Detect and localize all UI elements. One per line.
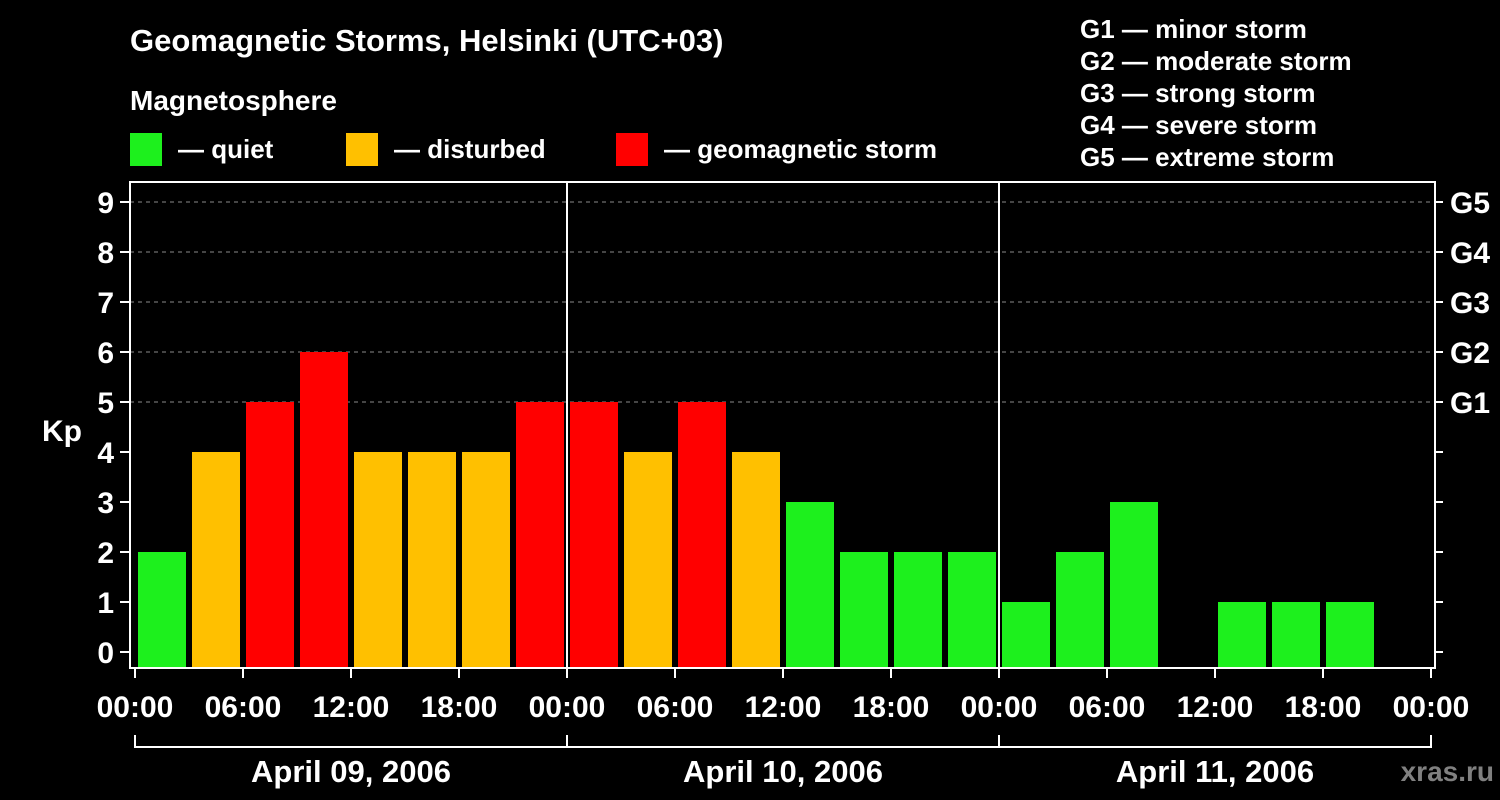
kp-bar [300, 352, 348, 668]
x-tick-label: 12:00 [313, 691, 390, 724]
kp-bar [516, 402, 564, 668]
storm-scale-legend: G1 — minor storm G2 — moderate storm G3 … [1080, 14, 1352, 172]
x-tick-label: 00:00 [529, 691, 606, 724]
day-separators [566, 182, 1000, 668]
right-axis-label: G1 [1450, 387, 1490, 420]
y-tick-label: 1 [97, 587, 114, 620]
y-tick-label: 4 [97, 437, 114, 470]
legend-item-disturbed: — disturbed [346, 133, 546, 166]
storm-scale-g4: G4 — severe storm [1080, 110, 1317, 140]
kp-bar [894, 552, 942, 668]
kp-bar [192, 452, 240, 668]
right-axis-label: G3 [1450, 287, 1490, 320]
x-tick-label: 12:00 [745, 691, 822, 724]
kp-bar [1326, 602, 1374, 668]
legend-item-storm: — geomagnetic storm [616, 133, 937, 166]
legend-item-quiet: — quiet [130, 133, 274, 166]
chart-title: Geomagnetic Storms, Helsinki (UTC+03) [130, 23, 723, 58]
y-axis-label: Kp [42, 415, 82, 448]
y-tick-label: 5 [97, 387, 114, 420]
x-tick-label: 00:00 [97, 691, 174, 724]
y-tick-label: 2 [97, 537, 114, 570]
kp-bar [732, 452, 780, 668]
kp-bar [1110, 502, 1158, 668]
watermark: xras.ru [1401, 756, 1494, 787]
kp-bar [1218, 602, 1266, 668]
kp-bar [948, 552, 996, 668]
kp-bar [570, 402, 618, 668]
day-label: April 11, 2006 [1116, 754, 1314, 789]
legend-label-quiet: — quiet [178, 134, 274, 164]
kp-bar [1002, 602, 1050, 668]
y-axis: 0 1 2 3 4 5 6 7 8 9 G1 G2 G3 G4 G5 [97, 187, 1490, 670]
legend-label-disturbed: — disturbed [394, 134, 546, 164]
x-tick-label: 18:00 [1285, 691, 1362, 724]
x-tick-label: 18:00 [853, 691, 930, 724]
right-axis-label: G5 [1450, 187, 1490, 220]
y-tick-label: 3 [97, 487, 114, 520]
date-axis: April 09, 2006 April 10, 2006 April 11, 20… [134, 735, 1432, 789]
legend-swatch-storm [616, 133, 648, 166]
y-tick-label: 7 [97, 287, 114, 320]
x-tick-label: 18:00 [421, 691, 498, 724]
kp-bar [246, 402, 294, 668]
storm-scale-g5: G5 — extreme storm [1080, 142, 1334, 172]
legend-swatch-quiet [130, 133, 162, 166]
legend-swatch-disturbed [346, 133, 378, 166]
kp-bar [1056, 552, 1104, 668]
storm-scale-g2: G2 — moderate storm [1080, 46, 1352, 76]
legend-label-storm: — geomagnetic storm [664, 134, 937, 164]
kp-bar [354, 452, 402, 668]
x-tick-label: 06:00 [1069, 691, 1146, 724]
x-tick-label: 00:00 [961, 691, 1038, 724]
y-tick-label: 6 [97, 337, 114, 370]
kp-bar [786, 502, 834, 668]
x-tick-label: 00:00 [1393, 691, 1470, 724]
kp-bars [138, 352, 1374, 668]
right-axis-label: G2 [1450, 337, 1490, 370]
y-tick-label: 9 [97, 187, 114, 220]
y-tick-label: 8 [97, 237, 114, 270]
kp-bar [678, 402, 726, 668]
day-label: April 10, 2006 [683, 754, 883, 789]
x-tick-label: 06:00 [637, 691, 714, 724]
kp-bar [1272, 602, 1320, 668]
kp-bar [462, 452, 510, 668]
right-axis-label: G4 [1450, 237, 1490, 270]
storm-scale-g1: G1 — minor storm [1080, 14, 1307, 44]
kp-bar [624, 452, 672, 668]
x-axis: 00:00 06:00 12:00 18:00 00:00 06:00 12:00 18:00… [97, 668, 1470, 724]
x-tick-label: 12:00 [1177, 691, 1254, 724]
legend-title: Magnetosphere [130, 85, 337, 116]
kp-bar [138, 552, 186, 668]
kp-bar [408, 452, 456, 668]
day-label: April 09, 2006 [251, 754, 451, 789]
x-tick-label: 06:00 [205, 691, 282, 724]
kp-bar [840, 552, 888, 668]
storm-scale-g3: G3 — strong storm [1080, 78, 1315, 108]
y-tick-label: 0 [97, 637, 114, 670]
